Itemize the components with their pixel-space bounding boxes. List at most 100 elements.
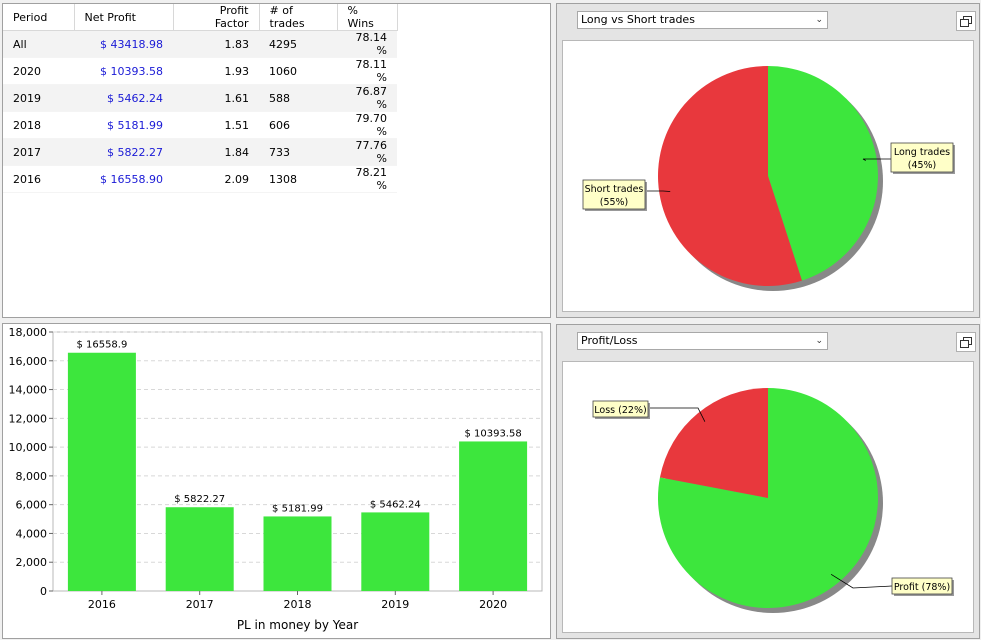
y-tick-label: 14,000 bbox=[9, 384, 48, 397]
cell-net-profit: $ 5462.24 bbox=[74, 84, 173, 112]
cell-trades: 1308 bbox=[259, 165, 337, 193]
pie-label-box bbox=[582, 179, 646, 210]
cell-profit-factor: 1.93 bbox=[173, 57, 259, 85]
cell-net-profit: $ 43418.98 bbox=[74, 30, 173, 58]
table-row[interactable]: 2019 $ 5462.24 1.61 588 76.87 % bbox=[3, 84, 397, 112]
pie-slice[interactable] bbox=[768, 66, 878, 281]
cell-profit-factor: 2.09 bbox=[173, 165, 259, 193]
bar-data-label: $ 5181.99 bbox=[272, 503, 323, 514]
chart-type-select-value: Long vs Short trades bbox=[581, 13, 695, 26]
col-header-net-profit[interactable]: Net Profit bbox=[74, 4, 174, 31]
chevron-down-icon: ⌄ bbox=[815, 15, 823, 25]
y-tick-label: 10,000 bbox=[9, 441, 48, 454]
pie-slice[interactable] bbox=[657, 66, 802, 286]
restore-window-button-2[interactable] bbox=[956, 332, 976, 352]
bar-data-label: $ 5822.27 bbox=[174, 494, 225, 505]
cell-period: All bbox=[3, 30, 74, 58]
table-row[interactable]: 2016 $ 16558.90 2.09 1308 78.21 % bbox=[3, 165, 397, 193]
bar[interactable] bbox=[67, 352, 136, 591]
cell-period: 2017 bbox=[3, 138, 74, 166]
col-header-profit-factor[interactable]: Profit Factor bbox=[173, 4, 260, 31]
bar-data-label: $ 5462.24 bbox=[370, 499, 421, 510]
cell-wins: 78.11 % bbox=[337, 57, 397, 85]
chevron-down-icon: ⌄ bbox=[815, 336, 823, 346]
cell-profit-factor: 1.51 bbox=[173, 111, 259, 139]
bar[interactable] bbox=[165, 507, 234, 591]
pie-label-text: (55%) bbox=[600, 197, 629, 208]
cell-trades: 4295 bbox=[259, 30, 337, 58]
table-row[interactable]: 2020 $ 10393.58 1.93 1060 78.11 % bbox=[3, 57, 397, 85]
long-short-pie-chart: Long trades (45%) Short trades (55%) bbox=[582, 66, 955, 291]
chart-type-select-2-value: Profit/Loss bbox=[581, 334, 638, 347]
bar[interactable] bbox=[459, 441, 528, 591]
profit-loss-panel: Profit/Loss ⌄ Profit (78%) Loss (22%) bbox=[556, 324, 980, 639]
pie-label-text: Profit (78%) bbox=[894, 582, 950, 593]
cell-trades: 588 bbox=[259, 84, 337, 112]
bar-data-label: $ 10393.58 bbox=[464, 428, 521, 439]
y-tick-label: 6,000 bbox=[16, 499, 48, 512]
cell-period: 2018 bbox=[3, 111, 74, 139]
chart-type-select[interactable]: Long vs Short trades ⌄ bbox=[577, 11, 828, 29]
pie-leader-line bbox=[830, 573, 893, 589]
pie-label-text: (45%) bbox=[908, 160, 937, 171]
chart-type-select-2[interactable]: Profit/Loss ⌄ bbox=[577, 332, 828, 350]
y-tick-label: 16,000 bbox=[9, 355, 48, 368]
long-short-panel: Long vs Short trades ⌄ Long trades (45%) S… bbox=[556, 3, 980, 318]
cell-net-profit: $ 16558.90 bbox=[74, 165, 173, 193]
cell-period: 2016 bbox=[3, 165, 74, 193]
pie-label-text: Short trades bbox=[585, 184, 644, 195]
x-tick-label: 2019 bbox=[381, 598, 409, 611]
x-tick-label: 2017 bbox=[186, 598, 214, 611]
cell-profit-factor: 1.83 bbox=[173, 30, 259, 58]
bar[interactable] bbox=[263, 516, 332, 591]
stats-table-panel: Period Net Profit Profit Factor # of tra… bbox=[2, 3, 551, 318]
stats-table: Period Net Profit Profit Factor # of tra… bbox=[3, 4, 398, 193]
cell-wins: 79.70 % bbox=[337, 111, 397, 139]
table-header-row: Period Net Profit Profit Factor # of tra… bbox=[3, 4, 398, 31]
pl-by-year-bar-chart: 0 2,000 4,000 6,000 8,000 10,000 12,000 14,000 1… bbox=[9, 326, 543, 632]
x-axis-label: PL in money by Year bbox=[237, 618, 358, 632]
y-tick-label: 2,000 bbox=[16, 556, 48, 569]
pl-by-year-panel: 0 2,000 4,000 6,000 8,000 10,000 12,000 14,000 1… bbox=[2, 323, 551, 639]
table-row[interactable]: 2018 $ 5181.99 1.51 606 79.70 % bbox=[3, 111, 397, 139]
cell-wins: 78.21 % bbox=[337, 165, 397, 193]
cell-trades: 1060 bbox=[259, 57, 337, 85]
y-tick-label: 18,000 bbox=[9, 326, 48, 339]
pie-label-box bbox=[890, 142, 954, 173]
y-tick-label: 4,000 bbox=[16, 527, 48, 540]
cell-wins: 78.14 % bbox=[337, 30, 397, 58]
cell-net-profit: $ 5822.27 bbox=[74, 138, 173, 166]
cell-wins: 77.76 % bbox=[337, 138, 397, 166]
cell-trades: 733 bbox=[259, 138, 337, 166]
x-tick-label: 2018 bbox=[284, 598, 312, 611]
pie-label-text: Loss (22%) bbox=[594, 405, 646, 416]
y-tick-label: 8,000 bbox=[16, 470, 48, 483]
restore-window-button[interactable] bbox=[956, 11, 976, 31]
pie-label-text: Long trades bbox=[894, 147, 950, 158]
cell-profit-factor: 1.84 bbox=[173, 138, 259, 166]
y-tick-label: 12,000 bbox=[9, 412, 48, 425]
col-header-wins[interactable]: % Wins bbox=[337, 4, 398, 31]
cell-net-profit: $ 10393.58 bbox=[74, 57, 173, 85]
table-row[interactable]: 2017 $ 5822.27 1.84 733 77.76 % bbox=[3, 138, 397, 166]
cell-trades: 606 bbox=[259, 111, 337, 139]
table-row[interactable]: All $ 43418.98 1.83 4295 78.14 % bbox=[3, 30, 397, 58]
pie-label-box bbox=[592, 400, 649, 418]
bar[interactable] bbox=[361, 512, 430, 591]
pie-label-box bbox=[891, 577, 953, 595]
cell-period: 2019 bbox=[3, 84, 74, 112]
x-tick-label: 2016 bbox=[88, 598, 116, 611]
long-short-plot: Long trades (45%) Short trades (55%) bbox=[562, 40, 974, 312]
pie-leader-line bbox=[862, 158, 891, 161]
pie-leader-line bbox=[648, 407, 706, 422]
col-header-trades[interactable]: # of trades bbox=[259, 4, 338, 31]
col-header-period[interactable]: Period bbox=[3, 4, 75, 31]
profit-loss-pie-chart: Profit (78%) Loss (22%) bbox=[592, 388, 954, 613]
cell-net-profit: $ 5181.99 bbox=[74, 111, 173, 139]
cell-period: 2020 bbox=[3, 57, 74, 85]
cell-wins: 76.87 % bbox=[337, 84, 397, 112]
bar-data-label: $ 16558.9 bbox=[76, 340, 127, 351]
cell-profit-factor: 1.61 bbox=[173, 84, 259, 112]
x-tick-label: 2020 bbox=[479, 598, 507, 611]
pie-slice[interactable] bbox=[659, 388, 768, 498]
